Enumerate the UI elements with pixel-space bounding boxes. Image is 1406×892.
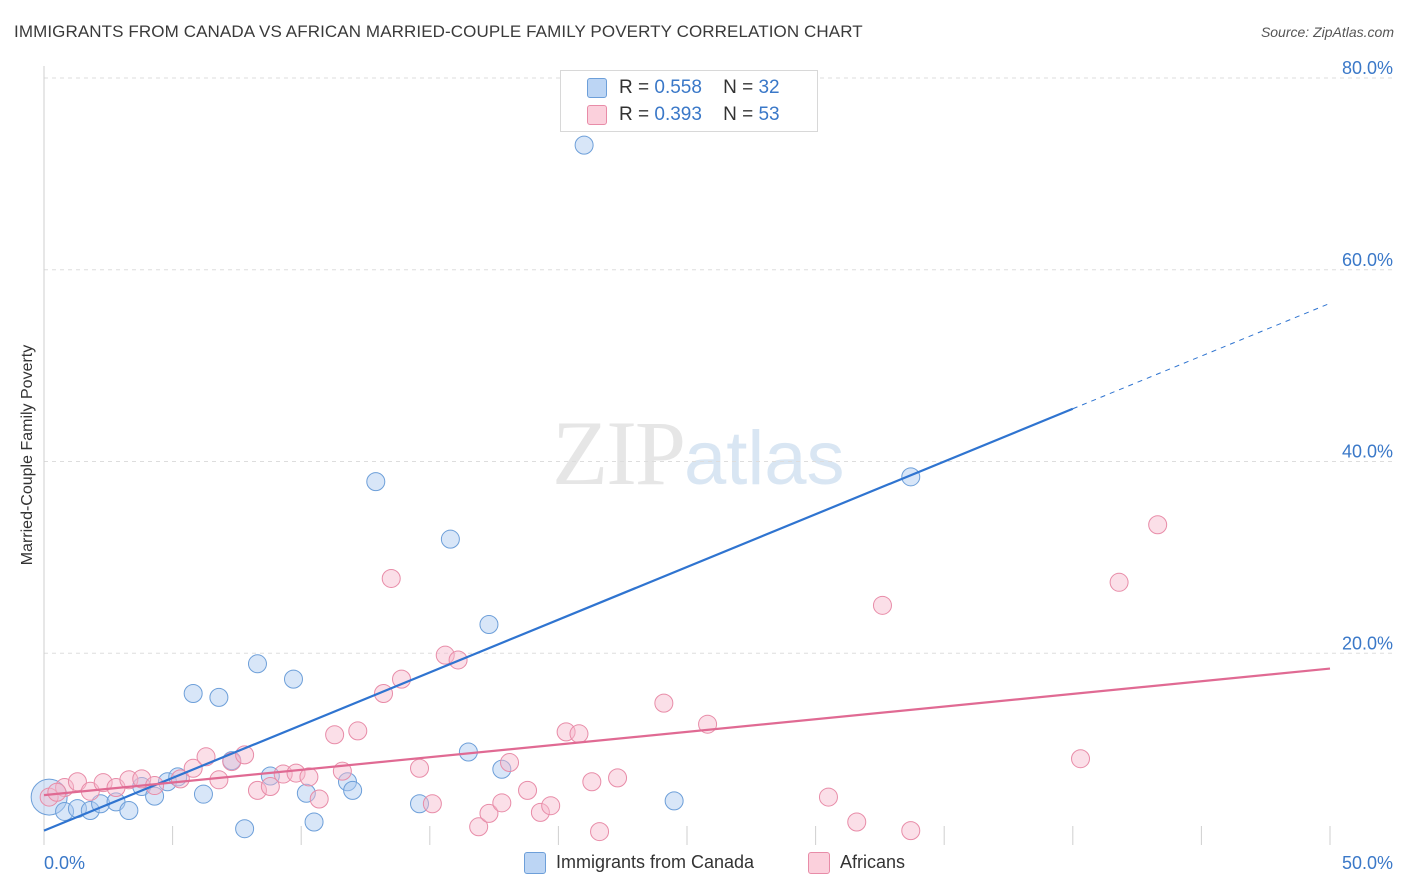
source-label: Source: ZipAtlas.com [1260, 24, 1394, 40]
legend-n-label: N = [723, 104, 754, 125]
africans-point [469, 817, 489, 837]
africans-point [582, 772, 602, 792]
africans-trend-line [43, 667, 1331, 797]
africans-point [1148, 515, 1168, 535]
y-tick-label: 80.0% [1342, 58, 1393, 78]
africans-point [541, 796, 561, 816]
africans-point [608, 768, 628, 788]
africans-point [348, 721, 368, 741]
y-tick-label: 40.0% [1342, 442, 1393, 462]
canada-point [492, 759, 512, 779]
canada-trend-extension [1072, 302, 1331, 410]
canada-point [479, 614, 499, 634]
y-tick-label: 20.0% [1342, 633, 1393, 653]
legend-r-value-africans: 0.393 [654, 104, 702, 125]
africans-point [299, 767, 319, 787]
canada-point [304, 812, 324, 832]
africans-point [410, 758, 430, 778]
legend-r-label: R = [619, 104, 650, 125]
series-swatch-africans [808, 852, 830, 875]
legend-n-label: N = [723, 77, 754, 98]
canada-point [296, 783, 316, 803]
series-name-canada: Immigrants from Canada [556, 852, 755, 872]
africans-point [590, 822, 610, 842]
canada-point [193, 784, 213, 804]
africans-point [872, 595, 892, 615]
watermark-atlas: atlas [684, 416, 845, 501]
legend-r-label: R = [619, 77, 650, 98]
canada-point [119, 800, 139, 820]
legend-r-value-canada: 0.558 [654, 77, 702, 98]
africans-point [381, 568, 401, 588]
legend-swatch-canada [587, 78, 607, 98]
series-legend-canada: Immigrants from Canada [524, 852, 755, 875]
africans-point [569, 724, 589, 744]
africans-point [479, 803, 499, 823]
correlation-legend: R = 0.558 N = 32 R = 0.393 N = 53 [560, 70, 818, 132]
africans-point [518, 780, 538, 800]
africans-point [901, 821, 921, 841]
africans-point [654, 693, 674, 713]
africans-point [1071, 749, 1091, 769]
watermark: ZIPatlas [552, 400, 845, 506]
x-tick-label-max: 50.0% [1342, 853, 1393, 873]
canada-point [440, 529, 460, 549]
x-tick-label-min: 0.0% [44, 853, 85, 873]
africans-point [530, 802, 550, 822]
legend-n-value-africans: 53 [758, 104, 780, 125]
africans-point [1109, 572, 1129, 592]
canada-point [343, 780, 363, 800]
canada-trend-line [43, 407, 1074, 832]
africans-point [209, 770, 229, 790]
canada-point [366, 472, 386, 492]
africans-point [286, 763, 306, 783]
africans-point [67, 772, 87, 792]
africans-point [500, 753, 520, 773]
legend-n-value-canada: 32 [758, 77, 780, 98]
series-swatch-canada [524, 852, 546, 875]
africans-point [325, 725, 345, 745]
canada-point [574, 135, 594, 155]
africans-point [93, 773, 113, 793]
canada-point [145, 786, 165, 806]
africans-point [392, 669, 412, 689]
legend-swatch-africans [587, 105, 607, 125]
series-name-africans: Africans [840, 852, 906, 872]
africans-point [847, 812, 867, 832]
chart-title: IMMIGRANTS FROM CANADA VS AFRICAN MARRIE… [14, 22, 863, 41]
series-legend-africans: Africans [808, 852, 906, 875]
africans-point [818, 787, 838, 807]
canada-point [183, 684, 203, 704]
canada-point [283, 669, 303, 689]
africans-point [260, 777, 280, 797]
watermark-zip: ZIP [552, 402, 686, 504]
canada-point [247, 654, 267, 674]
canada-point [235, 819, 255, 839]
canada-point [209, 687, 229, 707]
canada-point [664, 791, 684, 811]
africans-point [435, 645, 455, 665]
africans-point [247, 780, 267, 800]
y-tick-label: 60.0% [1342, 250, 1393, 270]
africans-point [492, 793, 512, 813]
africans-point [309, 789, 329, 809]
africans-point [422, 794, 442, 814]
